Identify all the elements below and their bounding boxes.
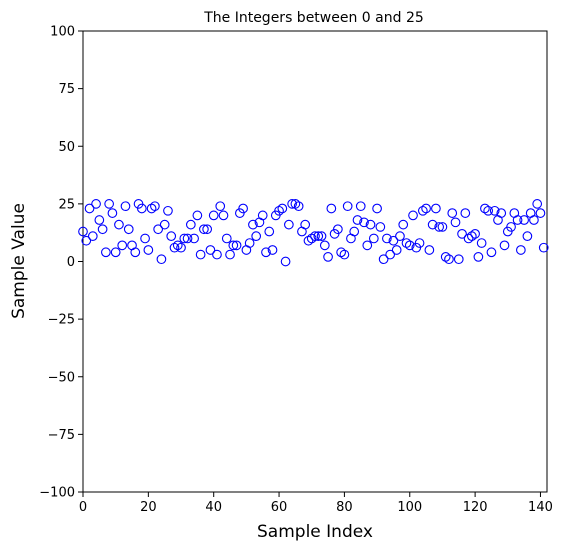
y-tick-label: 75 (58, 82, 75, 97)
x-axis-title: Sample Index (257, 522, 373, 542)
y-axis-title: Sample Value (9, 203, 29, 319)
x-tick-label: 100 (397, 500, 422, 515)
y-tick-label: 100 (50, 25, 75, 40)
x-tick-label: 60 (271, 500, 288, 515)
y-tick-label: −25 (48, 313, 75, 328)
y-tick-label: 25 (58, 197, 75, 212)
y-tick-label: −75 (48, 428, 75, 443)
y-tick-label: −100 (39, 486, 75, 501)
y-tick-label: −50 (48, 370, 75, 385)
x-tick-label: 20 (140, 500, 157, 515)
x-tick-label: 120 (463, 500, 488, 515)
x-tick-label: 40 (205, 500, 222, 515)
chart-title: The Integers between 0 and 25 (203, 10, 424, 26)
x-tick-label: 140 (528, 500, 553, 515)
x-tick-label: 0 (79, 500, 87, 515)
x-tick-label: 80 (336, 500, 353, 515)
y-tick-label: 50 (58, 140, 75, 155)
y-tick-label: 0 (67, 255, 75, 270)
